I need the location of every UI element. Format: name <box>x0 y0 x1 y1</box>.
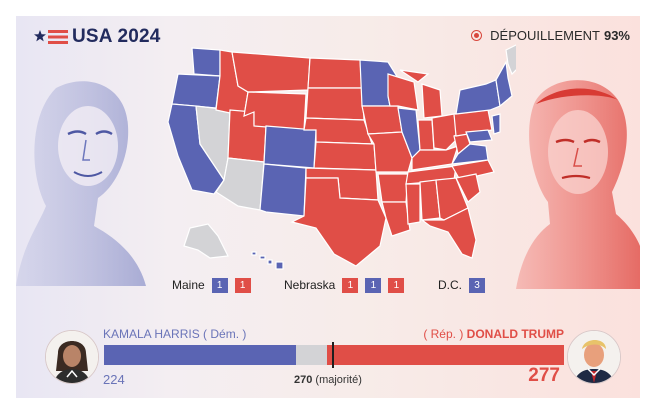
rep-vote-fill <box>327 345 564 365</box>
state-iowa <box>361 105 403 135</box>
split-dc: D.C. 3 <box>438 276 485 294</box>
flag-icon <box>34 30 68 44</box>
state-ohio <box>431 113 459 151</box>
state-indiana <box>417 119 435 151</box>
state-michigan-upper <box>399 69 430 83</box>
harris-avatar-image <box>46 331 98 383</box>
majority-label: 270 (majorité) <box>294 374 362 386</box>
state-south-dakota <box>305 87 365 121</box>
state-south-carolina <box>455 173 481 203</box>
dem-vote-fill <box>104 345 296 365</box>
state-new-york <box>455 79 501 115</box>
state-wisconsin <box>387 73 419 111</box>
state-north-carolina <box>451 159 495 181</box>
split-label-nebraska: Nebraska <box>284 278 336 292</box>
state-north-dakota <box>307 57 363 89</box>
harris-portrait-image <box>16 81 146 286</box>
live-dot-icon <box>471 30 483 41</box>
counting-percent: 93% <box>603 28 630 43</box>
dem-party-label: ( Dém. ) <box>203 327 247 341</box>
us-results-map <box>167 44 516 270</box>
split-label-maine: Maine <box>172 278 205 292</box>
state-alaska <box>183 223 229 259</box>
state-kansas <box>313 141 377 171</box>
state-maryland <box>465 129 493 143</box>
state-colorado <box>263 125 317 169</box>
state-washington <box>191 47 221 77</box>
nebraska-chip-1: 1 <box>342 277 359 293</box>
dc-chip-1: 3 <box>469 277 485 293</box>
state-montana <box>231 51 311 93</box>
state-florida <box>420 207 477 259</box>
results-card: USA 2024 DÉPOUILLEMENT 93% <box>16 16 640 398</box>
dem-candidate-name: KAMALA HARRIS <box>103 327 200 341</box>
split-nebraska: Nebraska 1 1 1 <box>284 276 405 294</box>
dem-vote-count: 224 <box>103 372 125 387</box>
counting-status: DÉPOUILLEMENT 93% <box>471 28 630 43</box>
majority-marker <box>332 342 335 368</box>
trump-avatar <box>567 330 621 384</box>
state-oregon <box>171 73 221 109</box>
state-new-jersey <box>491 113 501 135</box>
maine-chip-1: 1 <box>211 277 228 293</box>
results-bar-section: KAMALA HARRIS ( Dém. ) ( Rép. ) DONALD T… <box>43 325 623 387</box>
dem-candidate-label: KAMALA HARRIS ( Dém. ) <box>103 327 246 341</box>
maine-chip-2: 1 <box>234 277 251 293</box>
state-hawaii <box>251 251 284 270</box>
rep-candidate-name: DONALD TRUMP <box>466 327 564 341</box>
state-new-england <box>495 60 513 108</box>
split-label-dc: D.C. <box>438 278 462 292</box>
rep-party-label: ( Rép. ) <box>423 327 464 341</box>
state-louisiana <box>381 201 411 237</box>
page-title: USA 2024 <box>72 26 161 47</box>
counting-label: DÉPOUILLEMENT <box>490 28 600 43</box>
state-texas <box>290 177 387 267</box>
split-maine: Maine 1 1 <box>172 276 251 294</box>
electoral-vote-bar <box>104 342 564 368</box>
nebraska-chip-3: 1 <box>388 277 405 293</box>
nebraska-chip-2: 1 <box>365 277 382 293</box>
rep-candidate-label: ( Rép. ) DONALD TRUMP <box>423 327 564 341</box>
state-michigan <box>421 83 443 119</box>
state-arkansas <box>377 173 409 203</box>
state-maine <box>505 44 516 76</box>
state-wyoming <box>243 91 307 131</box>
state-mississippi <box>405 183 421 225</box>
majority-value: 270 <box>294 374 313 386</box>
majority-text: (majorité) <box>315 374 362 386</box>
logo: USA 2024 <box>34 24 161 50</box>
state-new-mexico <box>259 163 307 217</box>
trump-portrait-image <box>516 80 640 289</box>
harris-avatar <box>45 330 99 384</box>
trump-avatar-image <box>568 331 620 383</box>
rep-vote-count: 277 <box>528 365 560 386</box>
